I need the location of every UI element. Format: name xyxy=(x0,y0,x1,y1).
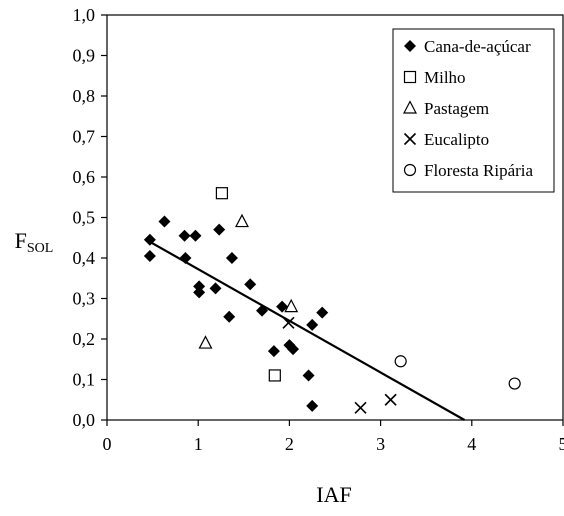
y-tick-label: 0,9 xyxy=(73,46,96,66)
data-point-open-square xyxy=(215,187,229,200)
legend-label: Cana-de-açúcar xyxy=(424,37,531,56)
y-tick-label: 0,3 xyxy=(73,289,96,309)
y-tick-label: 1,0 xyxy=(73,5,96,25)
data-point-filled-diamond xyxy=(287,343,300,356)
data-point-filled-diamond xyxy=(244,278,257,291)
y-axis-title-subscript: SOL xyxy=(27,241,53,256)
data-point-filled-diamond xyxy=(306,399,319,412)
legend-marker xyxy=(403,132,417,146)
data-point-open-square xyxy=(268,369,281,382)
data-point-open-triangle xyxy=(198,335,213,349)
x-tick-label: 4 xyxy=(467,434,476,454)
legend-marker xyxy=(403,100,417,114)
legend: Cana-de-açúcar Milho Pastagem Eucalipto Flor… xyxy=(392,28,555,193)
data-point-filled-diamond xyxy=(189,229,202,242)
x-axis-title: IAF xyxy=(316,482,351,507)
legend-box xyxy=(392,28,555,193)
data-point-filled-diamond xyxy=(213,223,226,236)
legend-label: Pastagem xyxy=(424,99,489,118)
data-point-open-circle xyxy=(394,355,407,368)
trendline-group xyxy=(149,240,466,421)
x-tick-label: 3 xyxy=(376,434,385,454)
data-point-open-circle xyxy=(508,377,521,390)
data-point-filled-diamond xyxy=(193,286,206,299)
x-tick-label: 1 xyxy=(194,434,203,454)
x-tick-label: 2 xyxy=(285,434,294,454)
legend-label: Eucalipto xyxy=(424,130,489,149)
data-point-open-triangle xyxy=(234,213,249,228)
legend-marker xyxy=(403,163,417,177)
data-point-filled-diamond xyxy=(143,249,156,262)
data-point-filled-diamond xyxy=(158,215,171,228)
data-point-filled-diamond xyxy=(276,300,289,313)
data-point-filled-diamond xyxy=(267,345,280,358)
legend-label: Milho xyxy=(424,68,466,87)
data-point-filled-diamond xyxy=(209,282,222,295)
y-tick-label: 0,0 xyxy=(73,410,96,430)
y-tick-label: 0,6 xyxy=(73,167,96,187)
data-point-filled-diamond xyxy=(316,306,329,319)
data-point-x xyxy=(282,316,295,329)
data-point-filled-diamond xyxy=(178,229,191,242)
data-point-filled-diamond xyxy=(306,318,319,331)
y-tick-label: 0,5 xyxy=(73,208,96,228)
trendline xyxy=(149,240,466,421)
data-point-x xyxy=(354,401,367,414)
data-point-filled-diamond xyxy=(302,369,315,382)
x-tick-label: 0 xyxy=(103,434,112,454)
data-point-filled-diamond xyxy=(143,233,156,246)
y-tick-label: 0,7 xyxy=(73,127,96,147)
legend-marker xyxy=(404,40,416,52)
data-points xyxy=(143,187,521,414)
tick-labels: 0 1 2 3 4 5 0,0 0,1 0,2 0,3 0,4 0,5 0,6 0,7 0,8 0,9 1,0 xyxy=(73,5,564,454)
legend-marker xyxy=(403,70,417,84)
y-axis-title-main: F xyxy=(15,228,27,253)
data-point-filled-diamond xyxy=(193,280,206,293)
y-tick-label: 0,1 xyxy=(73,370,96,390)
y-tick-label: 0,8 xyxy=(73,86,96,106)
data-point-filled-diamond xyxy=(179,252,192,264)
data-point-filled-diamond xyxy=(225,252,238,264)
data-point-x xyxy=(384,393,397,406)
y-tick-label: 0,4 xyxy=(73,248,96,268)
data-point-filled-diamond xyxy=(223,310,236,323)
y-axis-title: FSOL xyxy=(15,228,54,256)
legend-label: Floresta Ripária xyxy=(424,161,534,180)
data-point-filled-diamond xyxy=(256,304,269,317)
x-tick-label: 5 xyxy=(559,434,564,454)
data-point-open-triangle xyxy=(284,298,299,313)
axes xyxy=(101,14,564,426)
y-tick-label: 0,2 xyxy=(73,329,96,349)
